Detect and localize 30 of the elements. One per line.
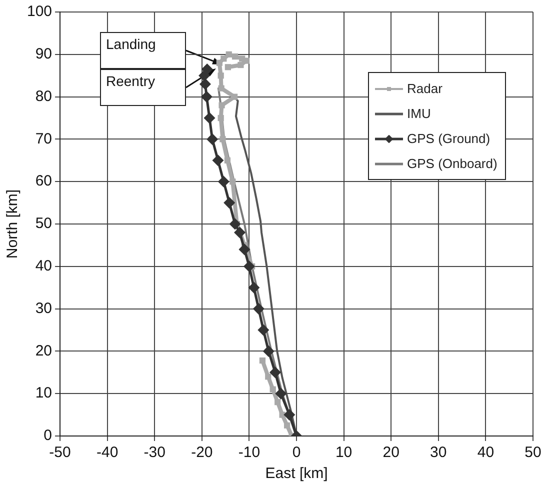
x-tick-label: -10 bbox=[238, 444, 260, 462]
legend-label: GPS (Onboard) bbox=[407, 156, 498, 171]
x-tick-label: 30 bbox=[430, 444, 447, 462]
x-tick-label: -30 bbox=[144, 444, 166, 462]
x-axis-title: East [km] bbox=[265, 465, 328, 482]
x-tick-label: 0 bbox=[292, 444, 301, 462]
x-tick-label: 20 bbox=[382, 444, 400, 462]
x-tick-label: 10 bbox=[335, 444, 352, 462]
y-tick-label: 0 bbox=[44, 427, 52, 444]
y-tick-label: 60 bbox=[35, 172, 52, 190]
y-tick-label: 20 bbox=[35, 342, 52, 360]
x-tick-label: -50 bbox=[49, 444, 71, 462]
x-tick-label: 50 bbox=[524, 444, 542, 462]
y-tick-label: 40 bbox=[35, 258, 52, 275]
legend-label: GPS (Ground) bbox=[407, 131, 490, 146]
y-tick-label: 80 bbox=[35, 88, 52, 105]
y-tick-label: 10 bbox=[35, 384, 52, 402]
legend-label: Radar bbox=[407, 81, 442, 96]
x-tick-label: 40 bbox=[477, 444, 494, 462]
x-tick-label: -20 bbox=[191, 444, 213, 462]
y-tick-label: 50 bbox=[35, 215, 52, 232]
callout-box: Landing bbox=[100, 32, 186, 69]
y-axis-title: North [km] bbox=[4, 189, 22, 259]
y-tick-label: 70 bbox=[35, 130, 52, 148]
callout-box: Reentry bbox=[100, 69, 186, 106]
legend-label: IMU bbox=[407, 106, 431, 121]
x-tick-label: -40 bbox=[96, 444, 118, 462]
y-tick-label: 90 bbox=[35, 46, 52, 63]
y-tick-label: 100 bbox=[26, 3, 52, 20]
y-tick-label: 30 bbox=[35, 300, 52, 317]
